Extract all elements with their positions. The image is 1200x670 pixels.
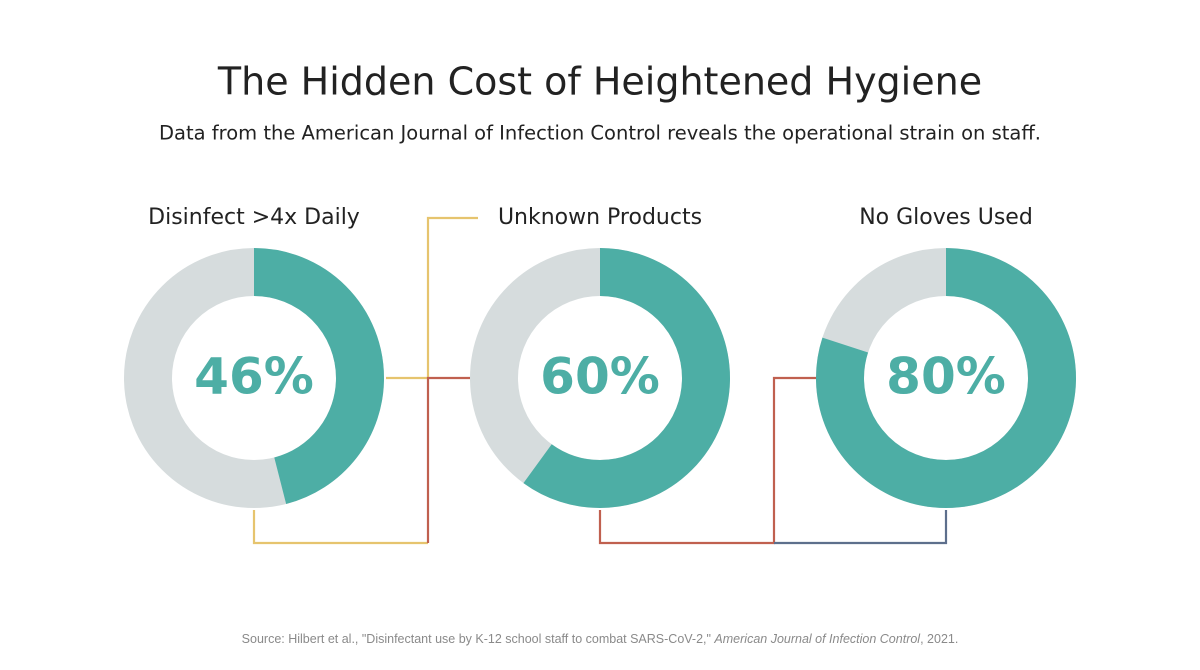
connector (252, 216, 478, 545)
source-year: , 2021. (920, 632, 959, 646)
donut-arc (124, 248, 384, 508)
donut-arc (470, 248, 730, 508)
value-label: 46% (194, 348, 314, 406)
connector (774, 510, 948, 545)
source-journal: American Journal of Infection Control (714, 632, 921, 646)
chart-title: The Hidden Cost of Heightened Hygiene (217, 60, 982, 104)
chart-subtitle: Data from the American Journal of Infect… (159, 122, 1041, 145)
category-label: No Gloves Used (859, 205, 1033, 230)
category-label: Unknown Products (498, 205, 702, 230)
connectors (252, 216, 948, 545)
donut-arc (816, 248, 1076, 508)
source-note: Source: Hilbert et al., "Disinfectant us… (0, 632, 1200, 646)
value-label: 80% (886, 348, 1006, 406)
category-label: Disinfect >4x Daily (148, 205, 360, 230)
value-label: 60% (540, 348, 660, 406)
source-text: Source: Hilbert et al., "Disinfectant us… (241, 632, 715, 646)
